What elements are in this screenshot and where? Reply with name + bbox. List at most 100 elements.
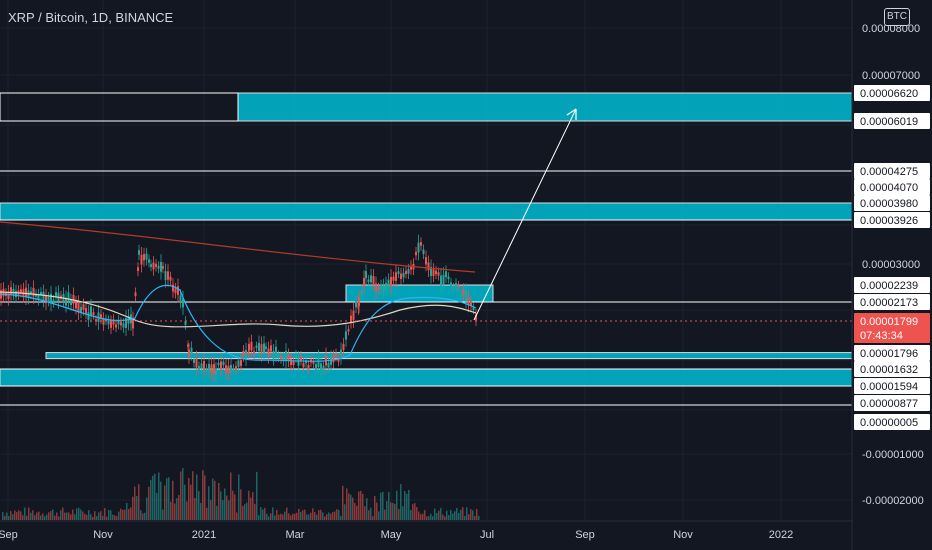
candle [167,271,169,280]
candle [213,364,215,374]
candle [30,291,32,295]
volume-bar [324,516,326,520]
y-tick-label: -0.00002000 [862,495,924,507]
volume-bar [66,512,68,520]
candle [138,250,140,255]
volume-bar [426,516,428,520]
candle [247,351,250,355]
volume-bar [64,512,66,520]
candle [410,265,412,270]
volume-bar [124,509,126,520]
volume-bar [344,504,346,520]
volume-bar [148,486,150,520]
candle [248,343,250,351]
candle [253,351,255,355]
volume-bar [44,516,46,520]
volume-bar [428,516,430,520]
volume-bar [126,502,128,520]
candle [370,275,372,283]
volume-bar [136,496,138,520]
volume-bar [212,478,214,520]
volume-bar [240,489,242,520]
candle [75,302,77,309]
volume-bar [60,510,62,520]
chart-legend: XRP / Bitcoin, 1D, BINANCE [8,10,174,25]
volume-bar [114,515,116,520]
candle [198,366,200,370]
forecast-arrowhead [566,108,577,120]
volume-bar [164,485,166,520]
volume-bar [82,511,84,520]
volume-bar [38,511,40,520]
candle [425,257,427,265]
candle [282,357,285,362]
volume-bar [224,488,226,520]
volume-bar [34,515,36,520]
candle [363,277,365,288]
volume-bar [410,509,412,520]
volume-bar [476,509,478,520]
volume-bar [392,502,394,520]
volume-bar [424,510,426,520]
candle [267,348,270,357]
candle [380,284,382,290]
volume-bar [232,490,234,520]
volume-bar [336,509,338,520]
candle [210,364,213,374]
volume-bar [474,516,476,520]
price-tag-bg [854,361,930,377]
ma-mid [0,291,477,328]
candle [148,259,150,263]
volume-bar [226,495,228,520]
candle [390,276,392,287]
volume-bar [258,515,260,520]
volume-bar [238,474,240,520]
volume-bar [348,493,350,520]
price-tag: 0.00000877 [860,398,918,410]
price-tag-bg [854,163,930,179]
candle [255,345,258,348]
volume-bar [102,515,104,520]
candle [40,291,42,296]
volume-bar [280,513,282,520]
candle [335,353,337,357]
candle [169,276,172,281]
volume-bar [278,514,280,520]
volume-bar [466,507,468,520]
x-tick-label: 2021 [192,529,216,541]
y-tick-label: 0.00007000 [862,70,920,82]
candle [447,276,450,280]
volume-bar [108,509,110,520]
currency-button[interactable]: BTC [884,8,910,26]
candle [322,365,325,370]
candle [92,312,95,316]
volume-bar [320,509,322,520]
volume-bar [120,508,122,520]
volume-bar [458,513,460,520]
volume-bar [390,502,392,520]
volume-bar [394,503,396,520]
volume-bar [230,472,232,520]
volume-bar [400,484,402,520]
candle [65,297,67,306]
candle [472,307,475,311]
candle [162,266,164,269]
volume-bar [100,511,102,520]
candle [285,350,287,361]
candle [177,286,179,296]
volume-bar [166,478,168,520]
candle [174,288,177,294]
volume-bar [438,510,440,520]
volume-bar [106,516,108,520]
volume-bar [368,510,370,520]
candle [258,342,260,352]
candle [134,292,137,297]
volume-bar [22,515,24,520]
candle [355,301,357,308]
candle [235,366,237,370]
volume-bar [256,471,258,520]
volume-bar [4,515,6,520]
candle [340,349,342,358]
volume-bar [472,510,474,520]
